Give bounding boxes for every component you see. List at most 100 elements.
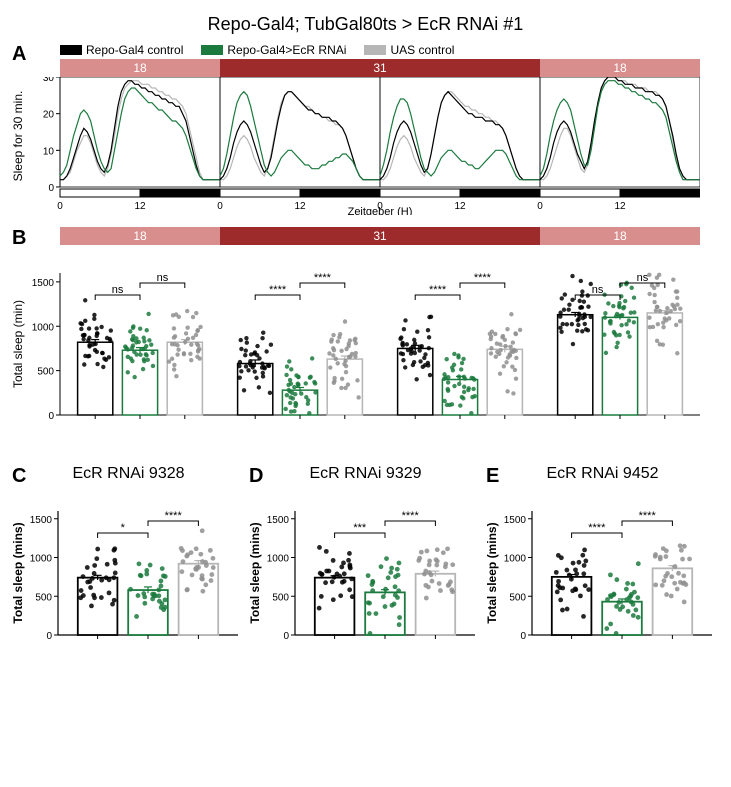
scatter-dot (244, 348, 248, 352)
scatter-dot (395, 567, 400, 572)
scatter-dot (400, 341, 404, 345)
scatter-dot (347, 551, 352, 556)
scatter-dot (337, 335, 341, 339)
scatter-dot (604, 351, 608, 355)
scatter-dot (622, 305, 626, 309)
scatter-dot (620, 604, 625, 609)
scatter-dot (190, 573, 195, 578)
scatter-dot (652, 300, 656, 304)
scatter-dot (339, 349, 343, 353)
bar (78, 578, 118, 635)
scatter-dot (558, 311, 562, 315)
sig-label: ns (112, 284, 124, 296)
scatter-dot (179, 569, 184, 574)
scatter-dot (142, 357, 146, 361)
scatter-dot (195, 355, 199, 359)
legend-item: Repo-Gal4 control (60, 43, 183, 57)
scatter-dot (346, 382, 350, 386)
scatter-dot (669, 594, 674, 599)
scatter-dot (605, 597, 610, 602)
scatter-dot (561, 322, 565, 326)
scatter-dot (630, 582, 635, 587)
scatter-dot (82, 362, 86, 366)
panel-label: E (486, 465, 499, 488)
scatter-dot (239, 347, 243, 351)
scatter-dot (81, 333, 85, 337)
scatter-dot (675, 587, 680, 592)
scatter-dot (196, 349, 200, 353)
scatter-dot (653, 554, 658, 559)
scatter-dot (327, 569, 332, 574)
scatter-dot (269, 343, 273, 347)
y-tick-label: 1000 (504, 554, 527, 565)
scatter-dot (570, 322, 574, 326)
scatter-dot (577, 560, 582, 565)
scatter-dot (374, 611, 379, 616)
scatter-dot (268, 391, 272, 395)
scatter-dot (430, 579, 435, 584)
scatter-dot (444, 357, 448, 361)
scatter-dot (138, 352, 142, 356)
scatter-dot (608, 572, 613, 577)
scatter-dot (615, 341, 619, 345)
scatter-dot (347, 587, 352, 592)
scatter-dot (580, 553, 585, 558)
series-line (540, 81, 700, 180)
scatter-dot (177, 315, 181, 319)
scatter-dot (251, 365, 255, 369)
scatter-dot (602, 333, 606, 337)
day-frame (220, 77, 380, 187)
scatter-dot (583, 315, 587, 319)
scatter-dot (101, 365, 105, 369)
scatter-dot (647, 292, 651, 296)
day-frame (380, 77, 540, 187)
scatter-dot (445, 403, 449, 407)
panel-c: CEcR RNAi 9328Total sleep (mins)05001000… (10, 465, 247, 643)
scatter-dot (85, 565, 90, 570)
scatter-dot (624, 587, 629, 592)
scatter-dot (171, 313, 175, 317)
scatter-dot (443, 562, 448, 567)
panel-label: D (249, 465, 263, 488)
scatter-dot (556, 579, 561, 584)
scatter-dot (383, 604, 388, 609)
legend-swatch (201, 45, 223, 55)
scatter-dot (292, 385, 296, 389)
scatter-dot (285, 364, 289, 368)
scatter-dot (257, 385, 261, 389)
scatter-dot (414, 377, 418, 381)
scatter-dot (396, 573, 401, 578)
scatter-dot (445, 546, 450, 551)
scatter-dot (107, 577, 112, 582)
scatter-dot (304, 381, 308, 385)
scatter-dot (679, 548, 684, 553)
scatter-dot (194, 333, 198, 337)
scatter-dot (559, 330, 563, 334)
scatter-dot (243, 353, 247, 357)
scatter-dot (344, 347, 348, 351)
scatter-dot (567, 308, 571, 312)
scatter-dot (237, 364, 241, 368)
scatter-dot (141, 591, 146, 596)
scatter-dot (558, 326, 562, 330)
legend-label: Repo-Gal4>EcR RNAi (227, 43, 346, 57)
scatter-dot (665, 311, 669, 315)
scatter-dot (681, 573, 686, 578)
scatter-dot (341, 561, 346, 566)
scatter-dot (94, 326, 98, 330)
scatter-dot (555, 590, 560, 595)
scatter-dot (307, 411, 311, 415)
scatter-dot (446, 387, 450, 391)
y-tick-label: 500 (35, 592, 52, 603)
scatter-dot (339, 386, 343, 390)
scatter-dot (558, 598, 563, 603)
scatter-dot (656, 322, 660, 326)
scatter-dot (617, 333, 621, 337)
scatter-dot (629, 311, 633, 315)
scatter-dot (586, 293, 590, 297)
y-tick-label: 30 (43, 77, 55, 84)
scatter-dot (355, 378, 359, 382)
scatter-dot (653, 582, 658, 587)
scatter-dot (629, 286, 633, 290)
scatter-dot (310, 356, 314, 360)
